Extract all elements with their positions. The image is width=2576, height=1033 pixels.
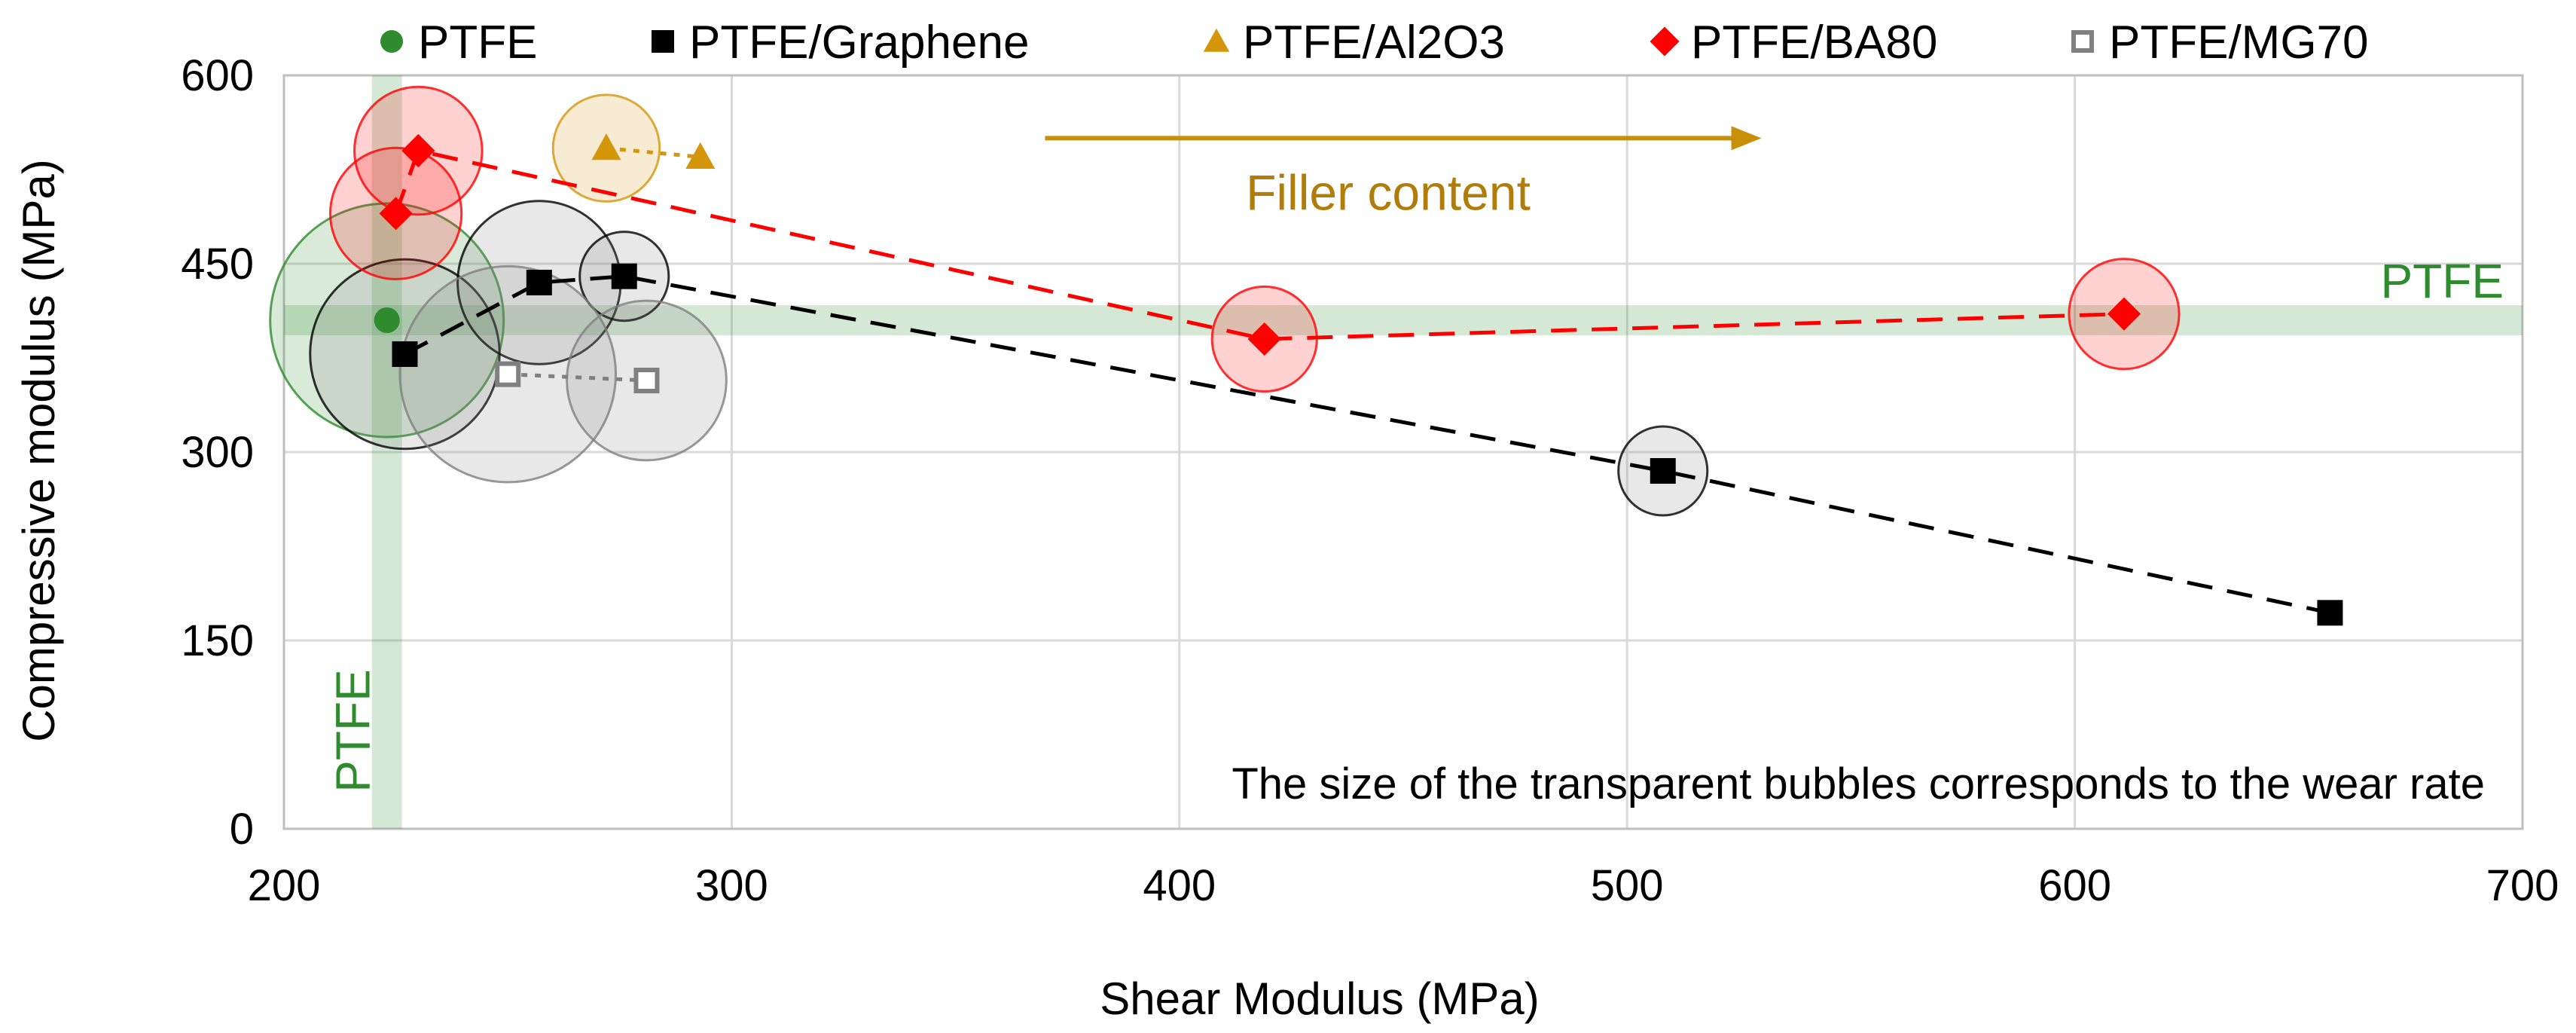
data-point-ptfe bbox=[374, 307, 400, 333]
y-tick-label: 300 bbox=[181, 428, 254, 477]
x-tick-label: 700 bbox=[2486, 861, 2559, 910]
data-point-ptfe-graphene bbox=[526, 270, 552, 295]
series-line-ptfe-ba80 bbox=[394, 148, 2125, 341]
data-point-ptfe-ba80 bbox=[2107, 297, 2141, 331]
reference-band-horizontal bbox=[284, 305, 2523, 335]
data-point-ptfe-ba80 bbox=[401, 133, 435, 168]
reference-label-vertical: PTFE bbox=[326, 669, 380, 793]
grid bbox=[282, 74, 2524, 830]
x-tick-label: 300 bbox=[695, 861, 768, 910]
legend: PTFE PTFE/Graphene PTFE/Al2O3 PTFE/BA80 PTFE… bbox=[380, 17, 2369, 69]
tick-labels: 200 300 400 500 600 700 0 150 300 450 600 bbox=[181, 51, 2559, 910]
legend-label-ptfe: PTFE bbox=[418, 17, 537, 69]
series-line-ptfe-al2o3 bbox=[606, 146, 701, 159]
data-point-ptfe-mg70 bbox=[495, 361, 521, 387]
series-line-ptfe-graphene bbox=[404, 274, 2330, 615]
legend-label-ptfe-ba80: PTFE/BA80 bbox=[1691, 17, 1937, 69]
reference-label-horizontal: PTFE bbox=[2380, 254, 2504, 308]
reference-bands: PTFE PTFE bbox=[284, 75, 2523, 829]
legend-label-ptfe-al2o3: PTFE/Al2O3 bbox=[1243, 17, 1505, 69]
series-lines bbox=[394, 146, 2330, 615]
legend-label-ptfe-mg70: PTFE/MG70 bbox=[2109, 17, 2369, 69]
legend-marker-ptfe-graphene bbox=[652, 30, 674, 53]
filler-content-label: Filler content bbox=[1246, 164, 1531, 220]
data-point-ptfe-graphene bbox=[1650, 458, 1676, 484]
x-tick-label: 200 bbox=[248, 861, 321, 910]
bubble-size-note: The size of the transparent bubbles corr… bbox=[1232, 759, 2485, 808]
x-axis-title: Shear Modulus (MPa) bbox=[1100, 973, 1540, 1024]
series-line-ptfe-mg70 bbox=[508, 372, 647, 383]
x-tick-label: 600 bbox=[2038, 861, 2111, 910]
data-point-ptfe-graphene bbox=[611, 263, 637, 289]
x-tick-label: 400 bbox=[1143, 861, 1216, 910]
x-tick-label: 500 bbox=[1591, 861, 1664, 910]
data-point-ptfe-al2o3 bbox=[591, 133, 621, 160]
filler-arrow-head bbox=[1731, 126, 1762, 151]
legend-marker-ptfe-ba80 bbox=[1650, 26, 1680, 57]
plot-frame bbox=[282, 74, 2524, 830]
data-point-ptfe-graphene bbox=[2317, 600, 2343, 626]
data-point-ptfe-ba80 bbox=[1247, 322, 1281, 356]
legend-marker-ptfe-al2o3 bbox=[1203, 28, 1230, 52]
y-axis-title: Compressive modulus (MPa) bbox=[14, 159, 64, 742]
annotations: Filler content The size of the transparen… bbox=[1045, 126, 2485, 808]
y-tick-label: 150 bbox=[181, 616, 254, 665]
y-tick-label: 450 bbox=[181, 240, 254, 289]
y-tick-label: 600 bbox=[181, 51, 254, 100]
legend-label-ptfe-graphene: PTFE/Graphene bbox=[689, 17, 1029, 69]
y-tick-label: 0 bbox=[230, 805, 254, 854]
data-point-ptfe-mg70 bbox=[633, 368, 660, 393]
legend-marker-ptfe bbox=[380, 30, 403, 53]
data-point-ptfe-graphene bbox=[392, 341, 418, 367]
data-point-ptfe-ba80 bbox=[379, 197, 413, 231]
legend-marker-ptfe-mg70 bbox=[2071, 30, 2094, 53]
data-markers bbox=[374, 133, 2343, 626]
data-point-ptfe-al2o3 bbox=[685, 142, 716, 169]
